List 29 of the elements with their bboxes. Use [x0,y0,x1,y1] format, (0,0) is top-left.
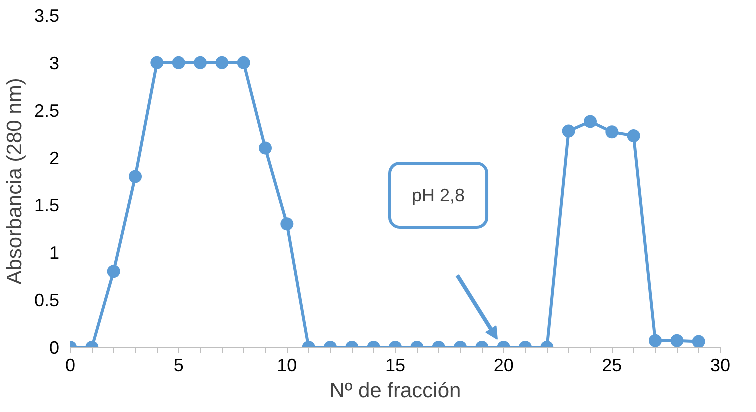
x-tick-label: 15 [385,356,406,376]
y-tick-label: 3 [49,53,60,74]
point [606,126,619,139]
annotation: pH 2,8 [412,186,466,206]
point [129,170,142,184]
point [562,124,576,138]
point [216,56,229,70]
x-tick-label: 30 [710,356,731,376]
x-axis-title: Nº de fracción [330,380,462,402]
point [259,142,272,155]
point [172,56,186,70]
point [584,115,597,128]
x-tick-label: 5 [174,356,184,376]
x-tick-label: 10 [277,356,298,376]
point [237,56,250,70]
x-tick-label: 25 [602,356,622,376]
x-tick-label: 20 [494,356,514,376]
y-tick-label: 2 [49,148,60,168]
x-tick-label: 0 [65,356,76,376]
point [194,56,207,70]
y-tick-label: 0 [49,338,60,358]
y-tick-label: 1 [49,243,60,264]
y-tick-label: 0.5 [34,290,60,311]
y-tick-label: 3.5 [34,6,60,26]
y-tick-label: 2.5 [34,100,60,121]
point [150,56,164,70]
point [627,129,640,142]
y-axis-title: Absorbancia (280 nm) [3,78,26,285]
y-tick-label: 1.5 [34,196,60,216]
